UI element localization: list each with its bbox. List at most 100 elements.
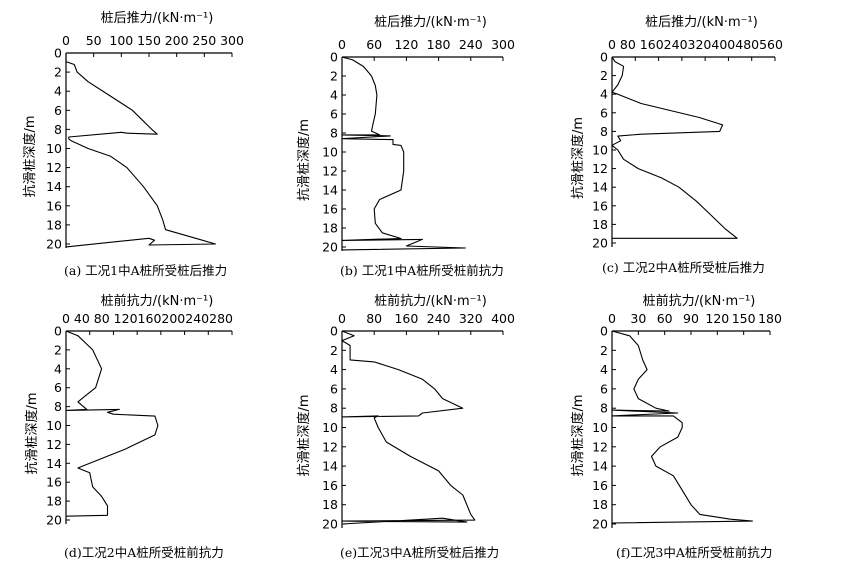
y-tick-label: 8 — [54, 122, 62, 137]
y-tick-label: 6 — [54, 103, 62, 118]
x-tick-label: 300 — [220, 33, 244, 48]
panel-caption: (c) 工况2中A桩所受桩后推力 — [602, 260, 765, 275]
y-tick-label: 16 — [592, 198, 608, 213]
x-tick-labels: 0 80 160240320400480560 — [608, 37, 783, 52]
y-tick-label: 10 — [46, 141, 62, 156]
data-line — [65, 330, 159, 517]
y-tick-label: 14 — [592, 180, 608, 195]
x-tick-label: 150 — [137, 33, 161, 48]
x-tick-label: 80 — [366, 311, 382, 326]
y-tick-label: 18 — [322, 221, 338, 236]
y-tick-label: 2 — [54, 65, 62, 80]
y-tick-label: 16 — [322, 478, 338, 493]
panel-caption: (b) 工况1中A桩所受桩前抗力 — [340, 263, 504, 278]
y-tick-label: 20 — [592, 236, 608, 251]
data-line — [611, 56, 738, 239]
y-tick-label: 16 — [46, 475, 62, 490]
x-tick-label: 100 — [109, 33, 133, 48]
chart-panel-b: 0 60 120 180 240 300 0 2 4 6 8 10 12 14 16 18 20 桩后推力/(kN… — [296, 15, 515, 278]
x-tick-label: 160 — [394, 311, 418, 326]
panel-caption: (e)工况3中A桩所受桩后推力 — [340, 545, 499, 560]
y-tick-label: 20 — [322, 517, 338, 532]
y-tick-label: 16 — [592, 478, 608, 493]
data-line — [65, 53, 216, 248]
y-tick-label: 6 — [54, 380, 62, 395]
x-tick-label: 240 — [427, 311, 451, 326]
y-tick-label: 4 — [330, 88, 338, 103]
y-tick-label: 10 — [46, 418, 62, 433]
chart-panel-f: 0 30 60 90 120 150 180 0 2 4 6 8 10 12 14 16 18 20 桩前抗力/(k… — [570, 293, 782, 560]
y-tick-label: 6 — [330, 107, 338, 122]
y-tick-label: 14 — [592, 459, 608, 474]
y-tick-label: 8 — [600, 124, 608, 139]
y-tick-label: 16 — [46, 198, 62, 213]
y-tick-label: 0 — [54, 324, 62, 339]
y-tick-label: 16 — [322, 202, 338, 217]
y-tick-label: 20 — [46, 513, 62, 528]
x-tick-label: 320 — [459, 311, 483, 326]
y-tick-label: 0 — [54, 46, 62, 61]
y-axis-title: 抗滑桩深度/m — [570, 117, 586, 199]
y-axis-title: 抗滑桩深度/m — [296, 119, 312, 201]
data-line — [611, 330, 753, 524]
y-axis-title: 抗滑桩深度/m — [296, 394, 312, 476]
x-axis-title: 桩后推力/(kN·m⁻¹) — [101, 11, 214, 26]
x-tick-labels: 0 40 80 120160200240280 — [62, 311, 233, 326]
y-axis-title: 抗滑桩深度/m — [22, 115, 38, 197]
y-tick-label: 20 — [592, 517, 608, 532]
y-tick-label: 12 — [592, 161, 608, 176]
y-tick-label: 14 — [46, 456, 62, 471]
y-tick-label: 4 — [600, 87, 608, 102]
y-tick-label: 4 — [54, 84, 62, 99]
x-tick-label: 120 — [705, 311, 729, 326]
y-tick-label: 18 — [322, 497, 338, 512]
x-tick-label: 400 — [491, 311, 515, 326]
y-tick-label: 6 — [600, 105, 608, 120]
data-line — [341, 56, 466, 251]
x-tick-label: 150 — [732, 311, 756, 326]
y-tick-label: 0 — [330, 324, 338, 339]
x-tick-label: 250 — [192, 33, 216, 48]
y-tick-label: 4 — [330, 362, 338, 377]
y-tick-label: 2 — [54, 342, 62, 357]
y-tick-label: 6 — [330, 381, 338, 396]
y-tick-label: 20 — [322, 240, 338, 255]
x-tick-label: 30 — [630, 311, 646, 326]
y-tick-label: 0 — [600, 324, 608, 339]
x-tick-label: 50 — [86, 33, 102, 48]
x-tick-label: 240 — [459, 37, 483, 52]
y-tick-label: 2 — [330, 343, 338, 358]
y-tick-label: 18 — [46, 217, 62, 232]
y-axis-title: 抗滑桩深度/m — [570, 394, 586, 476]
x-axis-title: 桩后推力/(kN·m⁻¹) — [645, 15, 758, 30]
x-tick-label: 200 — [165, 33, 189, 48]
y-tick-label: 12 — [46, 160, 62, 175]
y-tick-label: 14 — [322, 459, 338, 474]
y-tick-label: 8 — [600, 401, 608, 416]
y-tick-label: 10 — [592, 420, 608, 435]
x-tick-label: 60 — [657, 311, 673, 326]
x-tick-label: 0 — [608, 311, 616, 326]
y-tick-label: 20 — [46, 237, 62, 252]
y-tick-label: 2 — [600, 68, 608, 83]
panel-caption: (a) 工况1中A桩所受桩后推力 — [64, 263, 227, 278]
y-tick-label: 10 — [322, 420, 338, 435]
panel-caption: (f)工况3中A桩所受桩前抗力 — [616, 545, 772, 560]
x-tick-label: 180 — [758, 311, 782, 326]
x-axis-title: 桩后推力/(kN·m⁻¹) — [374, 15, 487, 30]
y-tick-label: 8 — [54, 399, 62, 414]
y-tick-label: 6 — [600, 381, 608, 396]
y-tick-label: 12 — [46, 437, 62, 452]
y-tick-label: 14 — [322, 183, 338, 198]
chart-panel-e: 0 80 160 240 320 400 0 2 4 6 8 10 12 14 16 18 20 桩前抗力/(kN… — [296, 293, 515, 560]
x-axis-title: 桩前抗力/(kN·m⁻¹) — [101, 293, 214, 309]
x-tick-label: 0 — [62, 33, 70, 48]
y-tick-label: 10 — [322, 145, 338, 160]
y-tick-label: 8 — [330, 401, 338, 416]
y-tick-label: 8 — [330, 126, 338, 141]
panel-caption: (d)工况2中A桩所受桩前抗力 — [64, 545, 224, 560]
y-tick-label: 0 — [330, 50, 338, 65]
